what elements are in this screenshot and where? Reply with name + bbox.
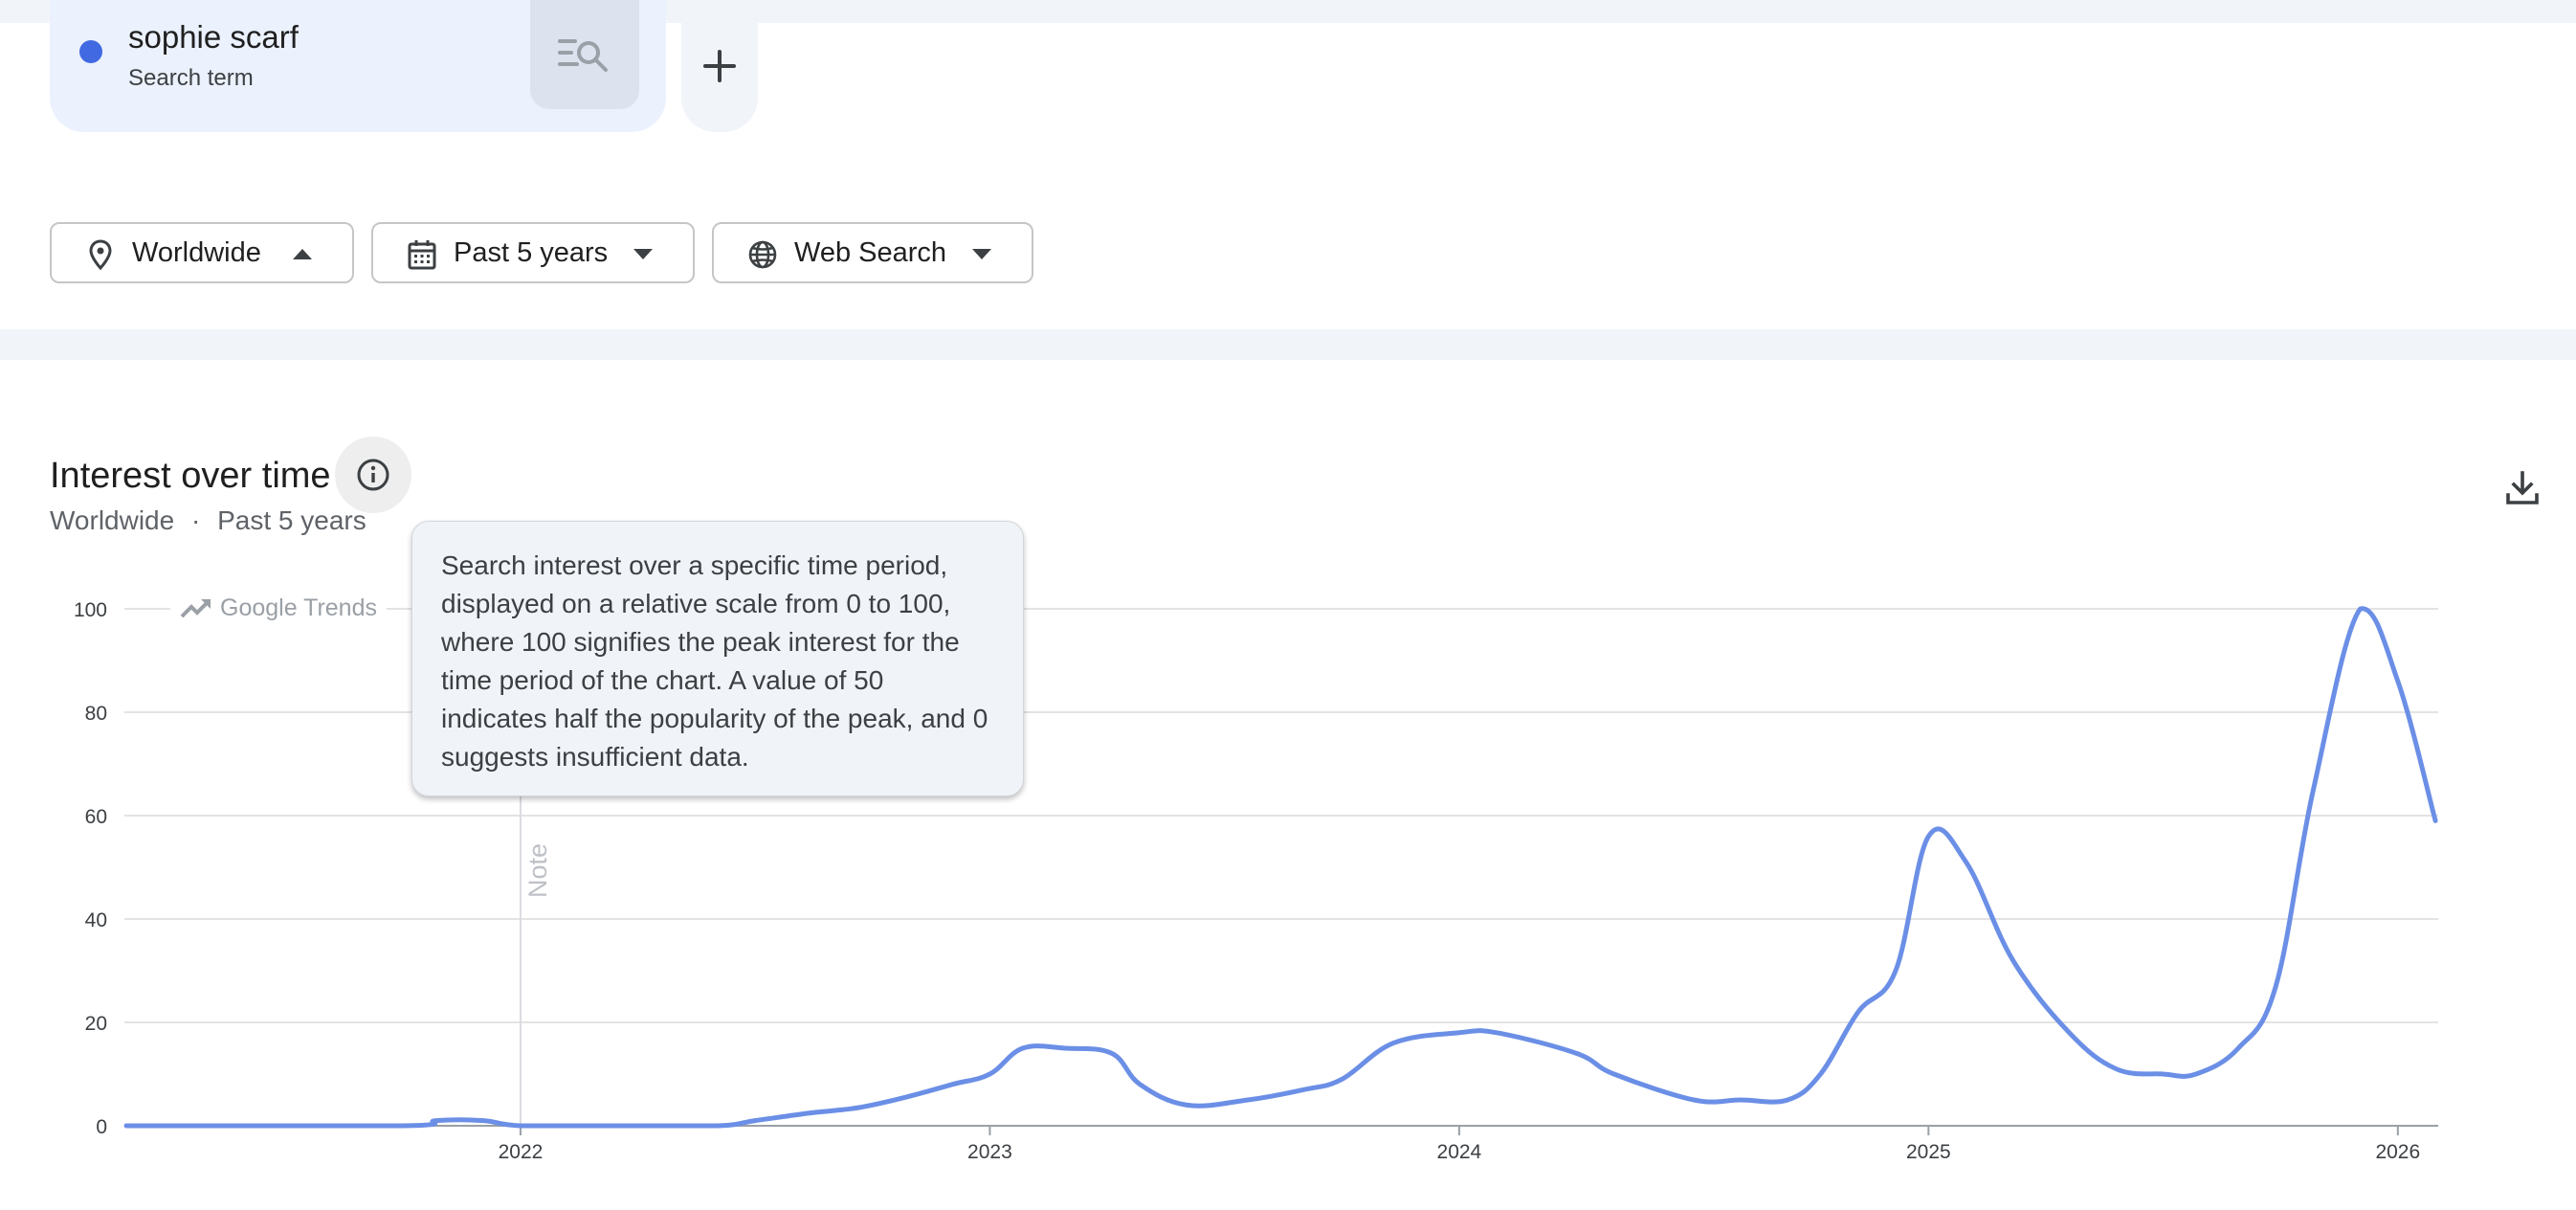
x-tick-label: 2026 — [2375, 1141, 2420, 1163]
search-list-icon — [558, 39, 608, 72]
period-filter-label: Past 5 years — [454, 237, 609, 268]
section-divider — [0, 329, 2576, 360]
search-term-type: Search term — [128, 65, 254, 91]
search-term-card[interactable]: sophie scarf Search term — [50, 0, 666, 132]
chart-x-tick-labels: 2022 2023 2024 2025 2026 — [499, 1141, 2421, 1163]
search-term-options-button[interactable] — [530, 0, 639, 109]
data-point[interactable] — [948, 1081, 956, 1088]
tooltip-text: Search interest over a specific time per… — [441, 550, 988, 772]
chart-series[interactable] — [122, 605, 2439, 1130]
note-marker-label[interactable]: Note — [523, 843, 552, 898]
data-point[interactable] — [2160, 1070, 2167, 1078]
data-point[interactable] — [2066, 1029, 2074, 1037]
caret-down-icon — [972, 249, 991, 259]
subtitle-region: Worldwide — [50, 505, 175, 535]
period-filter-dropdown[interactable]: Past 5 years — [371, 222, 695, 283]
location-pin-icon — [89, 239, 112, 271]
calendar-icon — [408, 240, 436, 270]
data-point[interactable] — [1493, 1029, 1500, 1037]
trending-up-icon — [180, 599, 211, 618]
y-tick-label: 0 — [96, 1116, 107, 1138]
data-point[interactable] — [399, 1122, 407, 1130]
caret-up-icon — [293, 249, 312, 259]
data-point[interactable] — [517, 1122, 524, 1130]
data-point[interactable] — [1854, 1008, 1862, 1016]
x-tick-label: 2024 — [1437, 1141, 1482, 1163]
section-subtitle: Worldwide · Past 5 years — [50, 505, 366, 536]
data-point[interactable] — [751, 1117, 759, 1125]
caret-down-icon — [633, 249, 653, 259]
globe-icon — [748, 240, 777, 269]
data-point[interactable] — [1338, 1075, 1345, 1083]
data-point[interactable] — [2357, 605, 2365, 613]
series-line[interactable] — [123, 606, 2438, 1129]
data-point[interactable] — [808, 1109, 815, 1117]
data-point[interactable] — [2113, 1065, 2121, 1073]
data-point[interactable] — [1610, 1070, 1618, 1078]
data-point[interactable] — [1136, 1081, 1144, 1088]
data-point[interactable] — [479, 1117, 487, 1125]
y-tick-label: 100 — [74, 599, 107, 621]
data-point[interactable] — [1244, 1096, 1252, 1104]
add-comparison-button[interactable] — [681, 0, 758, 132]
region-filter-dropdown[interactable]: Worldwide — [50, 222, 354, 283]
property-filter-dropdown[interactable]: Web Search — [712, 222, 1033, 283]
series-color-dot — [79, 40, 102, 63]
data-point[interactable] — [714, 1122, 722, 1130]
property-filter-label: Web Search — [794, 237, 947, 268]
data-point[interactable] — [855, 1104, 862, 1111]
data-point[interactable] — [1183, 1101, 1190, 1109]
data-point[interactable] — [1817, 1070, 1825, 1078]
data-point[interactable] — [2010, 956, 2017, 964]
search-term-name[interactable]: sophie scarf — [128, 19, 299, 55]
subtitle-period: Past 5 years — [217, 505, 366, 535]
plus-icon — [703, 50, 736, 82]
info-icon — [357, 459, 389, 491]
data-point[interactable] — [2394, 678, 2402, 685]
info-button[interactable] — [335, 437, 411, 513]
region-filter-label: Worldwide — [132, 237, 261, 268]
y-tick-label: 20 — [85, 1013, 107, 1035]
info-tooltip: Search interest over a specific time per… — [411, 521, 1024, 796]
data-point[interactable] — [1019, 1044, 1027, 1052]
data-point[interactable] — [2310, 786, 2318, 794]
data-point[interactable] — [1963, 859, 1970, 866]
data-point[interactable] — [1455, 1029, 1463, 1037]
data-point[interactable] — [2272, 982, 2279, 990]
x-tick-label: 2025 — [1906, 1141, 1951, 1163]
data-point[interactable] — [1573, 1049, 1581, 1057]
data-point[interactable] — [1924, 833, 1932, 840]
data-point[interactable] — [1389, 1040, 1397, 1047]
data-point[interactable] — [122, 1122, 130, 1130]
chart-annotations: Note — [519, 609, 552, 1126]
chart-y-tick-labels: 0 20 40 60 80 100 — [74, 599, 107, 1138]
y-tick-label: 80 — [85, 703, 107, 725]
data-point[interactable] — [901, 1093, 909, 1101]
data-point[interactable] — [433, 1117, 440, 1125]
download-icon[interactable] — [2503, 469, 2542, 507]
y-tick-label: 40 — [85, 909, 107, 931]
data-point[interactable] — [1690, 1096, 1698, 1104]
data-point[interactable] — [1300, 1086, 1308, 1093]
data-point[interactable] — [1061, 1044, 1069, 1052]
data-point[interactable] — [611, 1122, 618, 1130]
data-point[interactable] — [2432, 817, 2439, 824]
data-point[interactable] — [986, 1070, 993, 1078]
data-point[interactable] — [1737, 1096, 1744, 1104]
brand-label: Google Trends — [220, 594, 377, 621]
data-point[interactable] — [1784, 1096, 1791, 1104]
subtitle-separator: · — [190, 505, 201, 535]
data-point[interactable] — [1108, 1049, 1116, 1057]
data-point[interactable] — [2192, 1070, 2200, 1078]
section-title: Interest over time — [50, 456, 331, 496]
x-tick-label: 2022 — [499, 1141, 544, 1163]
google-trends-brand: Google Trends — [170, 594, 387, 622]
data-point[interactable] — [2234, 1044, 2242, 1052]
data-point[interactable] — [1892, 967, 1899, 975]
y-tick-label: 60 — [85, 806, 107, 828]
x-tick-label: 2023 — [967, 1141, 1012, 1163]
